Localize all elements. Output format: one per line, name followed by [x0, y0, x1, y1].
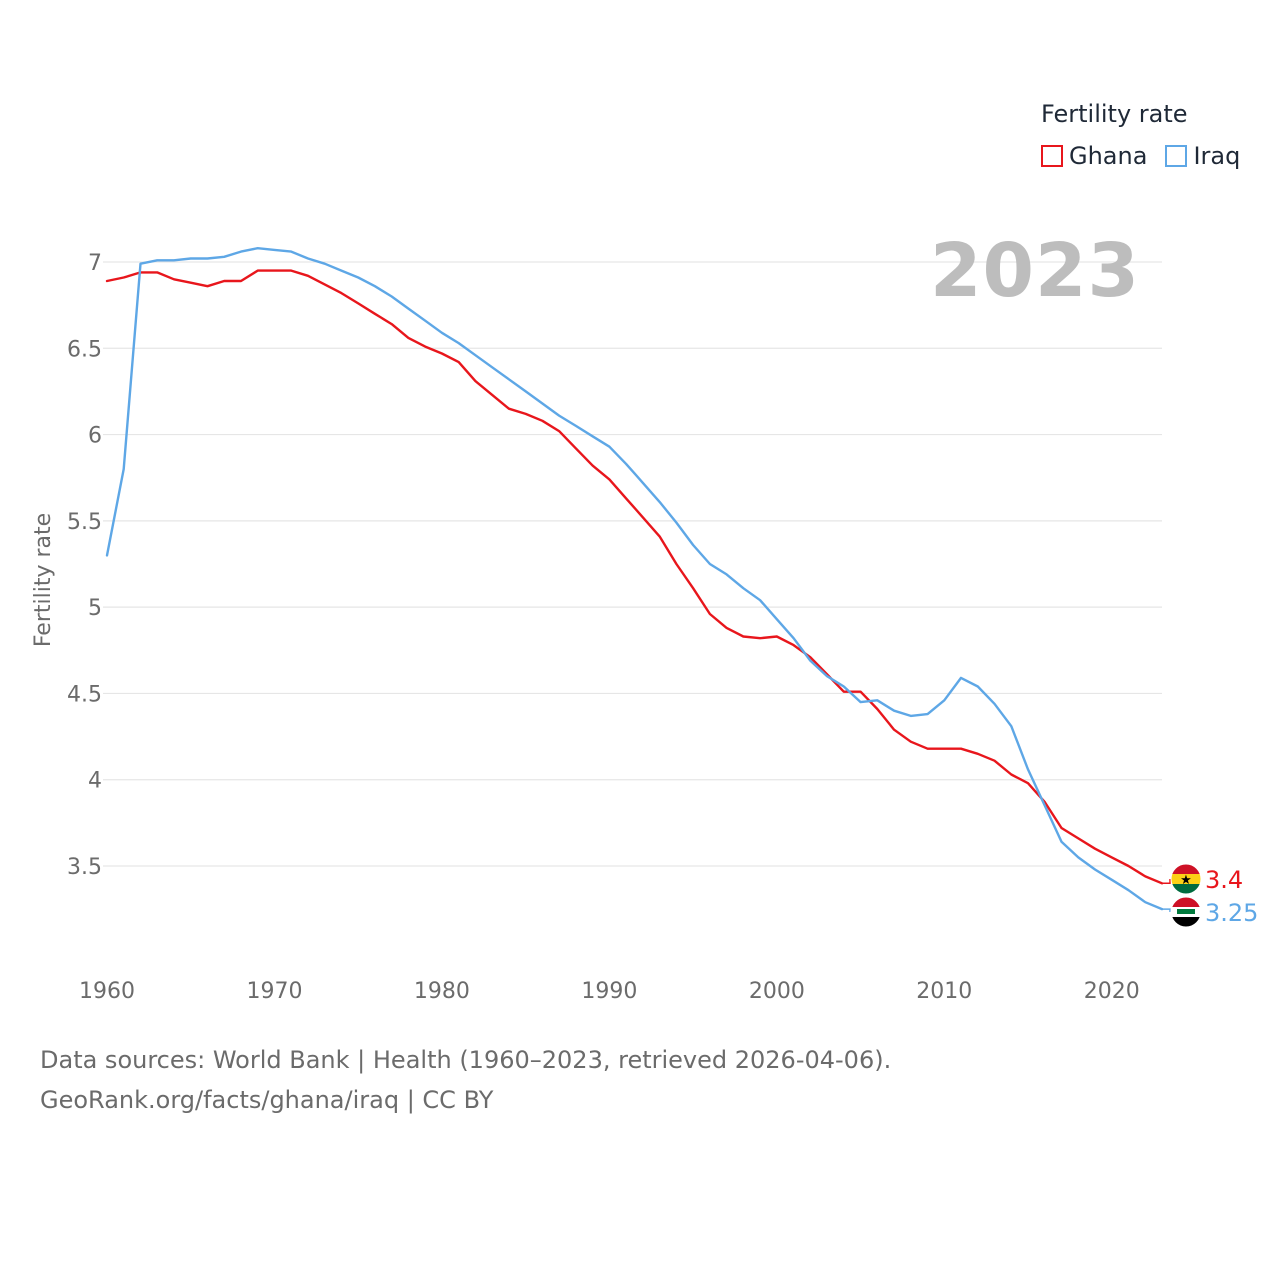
y-tick-label: 3.5 — [67, 855, 102, 880]
data-source-line: Data sources: World Bank | Health (1960–… — [40, 1046, 892, 1074]
x-tick-label: 1960 — [79, 979, 135, 1004]
y-axis-title: Fertility rate — [31, 513, 56, 647]
y-tick-label: 6 — [88, 424, 102, 449]
legend-title: Fertility rate — [1041, 100, 1188, 128]
end-connector — [1162, 879, 1171, 885]
legend-label-iraq: Iraq — [1193, 142, 1241, 170]
x-tick-label: 1990 — [581, 979, 637, 1004]
y-tick-label: 4.5 — [67, 682, 102, 707]
y-tick-label: 6.5 — [67, 337, 102, 362]
end-connector — [1162, 908, 1171, 912]
iraq-flag-icon — [1170, 896, 1202, 928]
ghana-flag-icon: ★ — [1170, 863, 1202, 895]
x-tick-label: 2000 — [749, 979, 805, 1004]
legend: Ghana Iraq — [1041, 142, 1258, 170]
y-axis-ticks: 3.5 4 4.5 5 5.5 6 6.5 7 — [67, 251, 102, 880]
y-tick-label: 5 — [88, 596, 102, 621]
legend-label-ghana: Ghana — [1069, 142, 1148, 170]
x-tick-label: 1980 — [414, 979, 470, 1004]
end-value-label: 3.25 — [1205, 899, 1258, 927]
y-tick-label: 4 — [88, 769, 102, 794]
attribution-line: GeoRank.org/facts/ghana/iraq | CC BY — [40, 1086, 494, 1114]
legend-item-ghana[interactable]: Ghana — [1041, 142, 1147, 170]
x-tick-label: 1970 — [246, 979, 302, 1004]
x-axis-ticks: 1960 1970 1980 1990 2000 2010 2020 — [79, 979, 1140, 1004]
series-line-iraq[interactable] — [105, 246, 1164, 911]
grid-lines — [103, 261, 1162, 867]
y-tick-label: 7 — [88, 251, 102, 276]
x-tick-label: 2020 — [1084, 979, 1140, 1004]
legend-swatch-iraq — [1165, 145, 1188, 167]
y-tick-label: 5.5 — [67, 510, 102, 535]
year-label: 2023 — [930, 228, 1140, 314]
legend-item-iraq[interactable]: Iraq — [1165, 142, 1240, 170]
svg-text:★: ★ — [1180, 873, 1192, 888]
end-value-label: 3.4 — [1205, 866, 1243, 894]
x-tick-label: 2010 — [916, 979, 972, 1004]
series-line-ghana[interactable] — [105, 269, 1164, 885]
end-markers: ★ 3.4 3.25 — [1162, 863, 1258, 928]
series-lines — [105, 246, 1164, 911]
legend-swatch-ghana — [1041, 145, 1063, 167]
